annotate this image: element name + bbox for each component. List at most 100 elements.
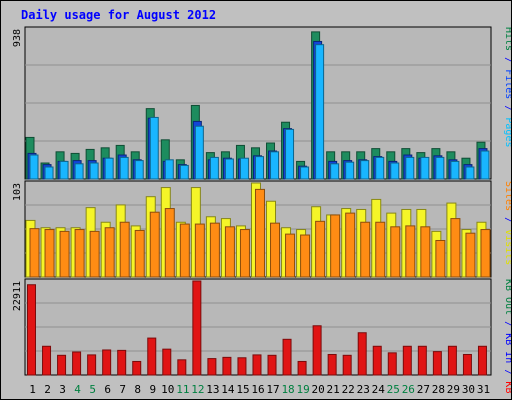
x-tick-label-day-25: 25 — [387, 383, 400, 396]
bar-kb-f-day-undefined — [327, 353, 337, 376]
bar-kb-f-day-undefined — [447, 345, 457, 376]
x-tick-label-day-14: 14 — [221, 383, 235, 396]
bar-sites-day-undefined — [330, 214, 341, 278]
bar-kb-f-day-undefined — [162, 348, 172, 376]
x-tick-label-day-13: 13 — [206, 383, 219, 396]
x-tick-label-day-15: 15 — [236, 383, 249, 396]
bar-pages-day-6 — [104, 157, 114, 180]
bar-pages-day-2 — [44, 166, 54, 180]
legend-entry: / — [503, 369, 511, 375]
bar-pages-day-9 — [149, 116, 159, 180]
bar-kb-f-day-undefined — [72, 351, 82, 376]
bar-sites-day-undefined — [239, 229, 250, 278]
bar-sites-day-undefined — [44, 229, 55, 278]
panel-1-y-max-label: 938 — [12, 29, 23, 47]
bar-kb-f-day-undefined — [357, 332, 367, 376]
x-tick-label-day-16: 16 — [251, 383, 264, 396]
bar-sites-day-undefined — [375, 221, 386, 278]
legend-entry: / — [503, 321, 511, 327]
bar-pages-day-23 — [360, 160, 370, 180]
x-tick-label-day-30: 30 — [462, 383, 475, 396]
legend-entry: / — [503, 217, 511, 223]
x-tick-label-day-5: 5 — [89, 383, 96, 396]
bar-pages-day-25 — [390, 162, 400, 180]
legend-entry: Sites — [503, 181, 511, 211]
bar-kb-f-day-undefined — [282, 338, 292, 376]
bar-kb-f-day-undefined — [237, 357, 247, 376]
bar-kb-f-day-undefined — [147, 337, 157, 376]
bar-pages-day-15 — [239, 157, 249, 180]
bar-pages-day-14 — [224, 158, 234, 180]
x-tick-label-day-7: 7 — [119, 383, 126, 396]
panel-3-legend: KB Out / KB In / KB F — [503, 279, 511, 399]
bar-pages-day-29 — [450, 160, 460, 180]
bar-sites-day-undefined — [74, 229, 85, 278]
legend-entry: Visits — [503, 229, 511, 265]
x-tick-label-day-3: 3 — [59, 383, 66, 396]
bar-pages-day-7 — [119, 156, 129, 180]
bar-sites-day-undefined — [390, 226, 401, 278]
bar-sites-day-undefined — [315, 220, 326, 278]
bar-sites-day-undefined — [405, 225, 416, 278]
bar-pages-day-27 — [420, 156, 430, 180]
bar-kb-f-day-undefined — [132, 360, 142, 376]
bar-sites-day-undefined — [450, 218, 461, 278]
bar-sites-day-undefined — [465, 232, 476, 278]
x-tick-label-day-29: 29 — [447, 383, 460, 396]
bar-kb-f-day-undefined — [102, 349, 112, 376]
bar-sites-day-undefined — [59, 230, 70, 278]
bar-pages-day-24 — [375, 156, 385, 180]
bar-pages-day-31 — [480, 150, 490, 180]
bar-kb-f-day-undefined — [342, 354, 352, 376]
bar-sites-day-undefined — [119, 221, 130, 278]
bar-kb-f-day-undefined — [222, 356, 232, 376]
bar-kb-f-day-undefined — [117, 349, 127, 376]
bar-kb-f-day-undefined — [297, 360, 307, 376]
x-tick-label-day-4: 4 — [74, 383, 81, 396]
bar-sites-day-undefined — [254, 188, 265, 278]
bar-sites-day-undefined — [179, 223, 190, 278]
bar-pages-day-3 — [59, 160, 69, 180]
bar-sites-day-undefined — [164, 208, 175, 278]
bar-pages-day-12 — [194, 125, 204, 180]
bar-sites-day-undefined — [29, 228, 40, 278]
bar-pages-day-22 — [345, 161, 355, 180]
legend-entry: KB Out — [503, 279, 511, 315]
bar-kb-f-day-undefined — [57, 354, 67, 376]
bar-pages-day-26 — [405, 156, 415, 180]
x-tick-label-day-12: 12 — [191, 383, 204, 396]
bar-pages-day-1 — [29, 154, 39, 180]
x-tick-label-day-31: 31 — [477, 383, 490, 396]
bar-pages-day-4 — [74, 163, 84, 180]
bar-sites-day-undefined — [435, 239, 446, 278]
x-tick-label-day-23: 23 — [357, 383, 370, 396]
bar-kb-f-day-undefined — [312, 325, 322, 376]
bar-pages-day-18 — [285, 128, 295, 180]
bar-kb-f-day-undefined — [387, 352, 397, 376]
bar-kb-f-day-undefined — [417, 345, 427, 376]
bar-kb-f-day-undefined — [27, 284, 36, 376]
bar-pages-day-13 — [209, 156, 219, 180]
legend-entry: / — [503, 105, 511, 111]
x-tick-label-day-19: 19 — [296, 383, 309, 396]
bar-kb-f-day-undefined — [267, 354, 277, 376]
bar-kb-f-day-undefined — [87, 354, 97, 376]
x-tick-label-day-28: 28 — [432, 383, 445, 396]
legend-entry: KB In — [503, 333, 511, 363]
bar-sites-day-undefined — [300, 234, 311, 278]
bar-sites-day-undefined — [209, 222, 220, 278]
bar-kb-f-day-undefined — [432, 351, 442, 376]
x-tick-label-day-9: 9 — [149, 383, 156, 396]
bar-sites-day-undefined — [345, 212, 356, 278]
bar-kb-f-day-undefined — [177, 359, 187, 376]
x-tick-label-day-20: 20 — [312, 383, 325, 396]
panel-1-legend: Hits / Files / Pages — [503, 27, 511, 148]
bar-sites-day-undefined — [420, 226, 431, 278]
bar-sites-day-undefined — [270, 222, 281, 278]
panel-3-y-max-label: 22911 — [12, 281, 23, 311]
bar-kb-f-day-undefined — [372, 345, 382, 376]
bar-sites-day-undefined — [134, 229, 145, 278]
bar-pages-day-8 — [134, 160, 144, 180]
x-tick-label-day-26: 26 — [402, 383, 415, 396]
